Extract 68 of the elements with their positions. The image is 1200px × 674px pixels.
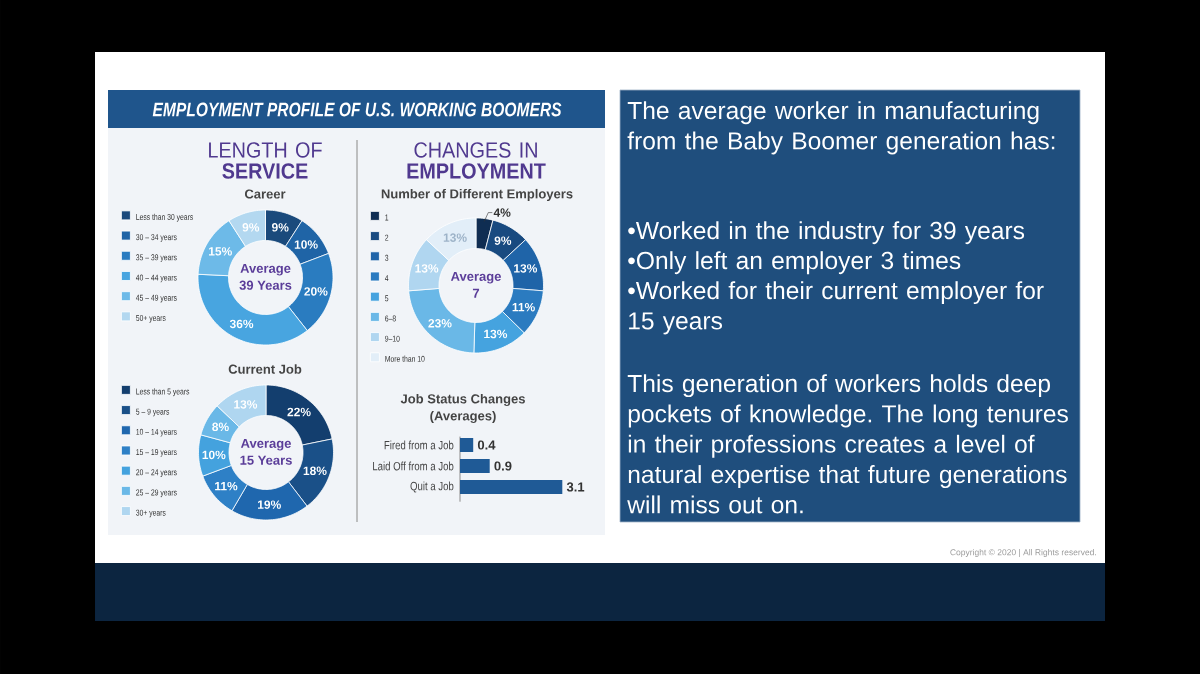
legend-label: 5 — [385, 295, 389, 302]
legend-label: 20 – 24 years — [136, 469, 177, 477]
legend-label: 9–10 — [385, 335, 400, 342]
data-label: 13% — [443, 233, 467, 242]
data-label: 18% — [303, 466, 327, 476]
legend-label: 10 – 14 years — [136, 428, 177, 437]
data-label: 3.1 — [566, 482, 585, 492]
text: Average — [240, 263, 291, 276]
data-label: 15% — [209, 247, 232, 256]
data-label: 0.4 — [477, 440, 496, 450]
chart-subtitle: (Averages) — [430, 410, 496, 424]
data-label: 9% — [271, 223, 289, 232]
data-label: 13% — [234, 400, 258, 409]
text: Copyright © 2020 | All Rights reserved. — [950, 549, 1096, 557]
data-label: 13% — [514, 264, 538, 273]
data-label: 9% — [494, 236, 512, 245]
text: 39 Years — [239, 280, 292, 290]
y-tick-label: Quit a Job — [410, 481, 454, 493]
legend-label: Less than 5 years — [136, 388, 190, 397]
chart-title: CHANGES IN EMPLOYMENT — [407, 142, 546, 179]
legend-label: 40 – 44 years — [135, 274, 177, 283]
data-label: 10% — [202, 450, 226, 460]
data-label: 8% — [212, 422, 229, 432]
data-label: 13% — [484, 329, 508, 339]
text: Average — [240, 438, 291, 451]
text: 7 — [472, 288, 480, 298]
legend-label: Less than 30 years — [136, 213, 193, 222]
data-label: 13% — [415, 264, 439, 273]
data-label: 19% — [258, 500, 281, 509]
text: •Worked for their current employer for 15 years — [628, 281, 1044, 335]
data-label: 20% — [304, 287, 328, 296]
data-label: 11% — [512, 302, 535, 312]
text: •Only left an employer 3 times — [628, 251, 961, 275]
legend-label: 30+ years — [136, 509, 166, 518]
data-label: 9% — [242, 223, 260, 232]
text: The average worker in manufacturing from the Baby Boomer generation has: — [627, 101, 1055, 155]
legend-label: 50+ years — [136, 314, 166, 323]
data-label: 0.9 — [494, 461, 512, 471]
text: This generation of workers holds deep pockets of knowledge. The long tenures in their professions creates a level of natural expertise that future generations will miss out on. — [627, 374, 1068, 514]
legend-label: 5 – 9 years — [136, 408, 170, 417]
y-tick-label: Laid Off from a Job — [373, 461, 454, 471]
data-label: 36% — [229, 319, 254, 329]
text: Average — [450, 271, 501, 284]
text: EMPLOYMENT PROFILE OF U.S. WORKING BOOMERS — [152, 102, 562, 117]
chart-title: Job Status Changes — [400, 393, 525, 407]
legend-label: More than 10 — [385, 355, 425, 362]
legend-label: 4 — [384, 275, 389, 281]
data-label: 10% — [294, 240, 318, 249]
chart-title: LENGTH OF SERVICE — [209, 142, 322, 179]
legend-label: 25 – 29 years — [136, 489, 177, 498]
data-label: 22% — [287, 407, 311, 417]
data-label: 4% — [493, 208, 511, 217]
text: •Worked in the industry for 39 years — [628, 221, 1025, 245]
legend-label: 2 — [385, 234, 389, 241]
legend-label: 1 — [385, 214, 389, 221]
text: 15 Years — [240, 455, 292, 465]
data-label: 23% — [428, 319, 452, 328]
chart-subtitle: Career — [244, 189, 286, 199]
legend-label: 35 – 39 years — [136, 254, 177, 263]
data-label: 11% — [215, 481, 238, 491]
legend-label: 15 – 19 years — [136, 449, 177, 457]
y-tick-label: Fired from a Job — [384, 440, 454, 450]
chart-subtitle: Number of Different Employers — [381, 188, 573, 202]
legend-label: 45 – 49 years — [135, 294, 177, 303]
legend-label: 6–8 — [385, 315, 396, 322]
chart-title: Current Job — [228, 364, 302, 374]
legend-label: 3 — [385, 254, 389, 261]
legend-label: 30 – 34 years — [136, 234, 177, 242]
